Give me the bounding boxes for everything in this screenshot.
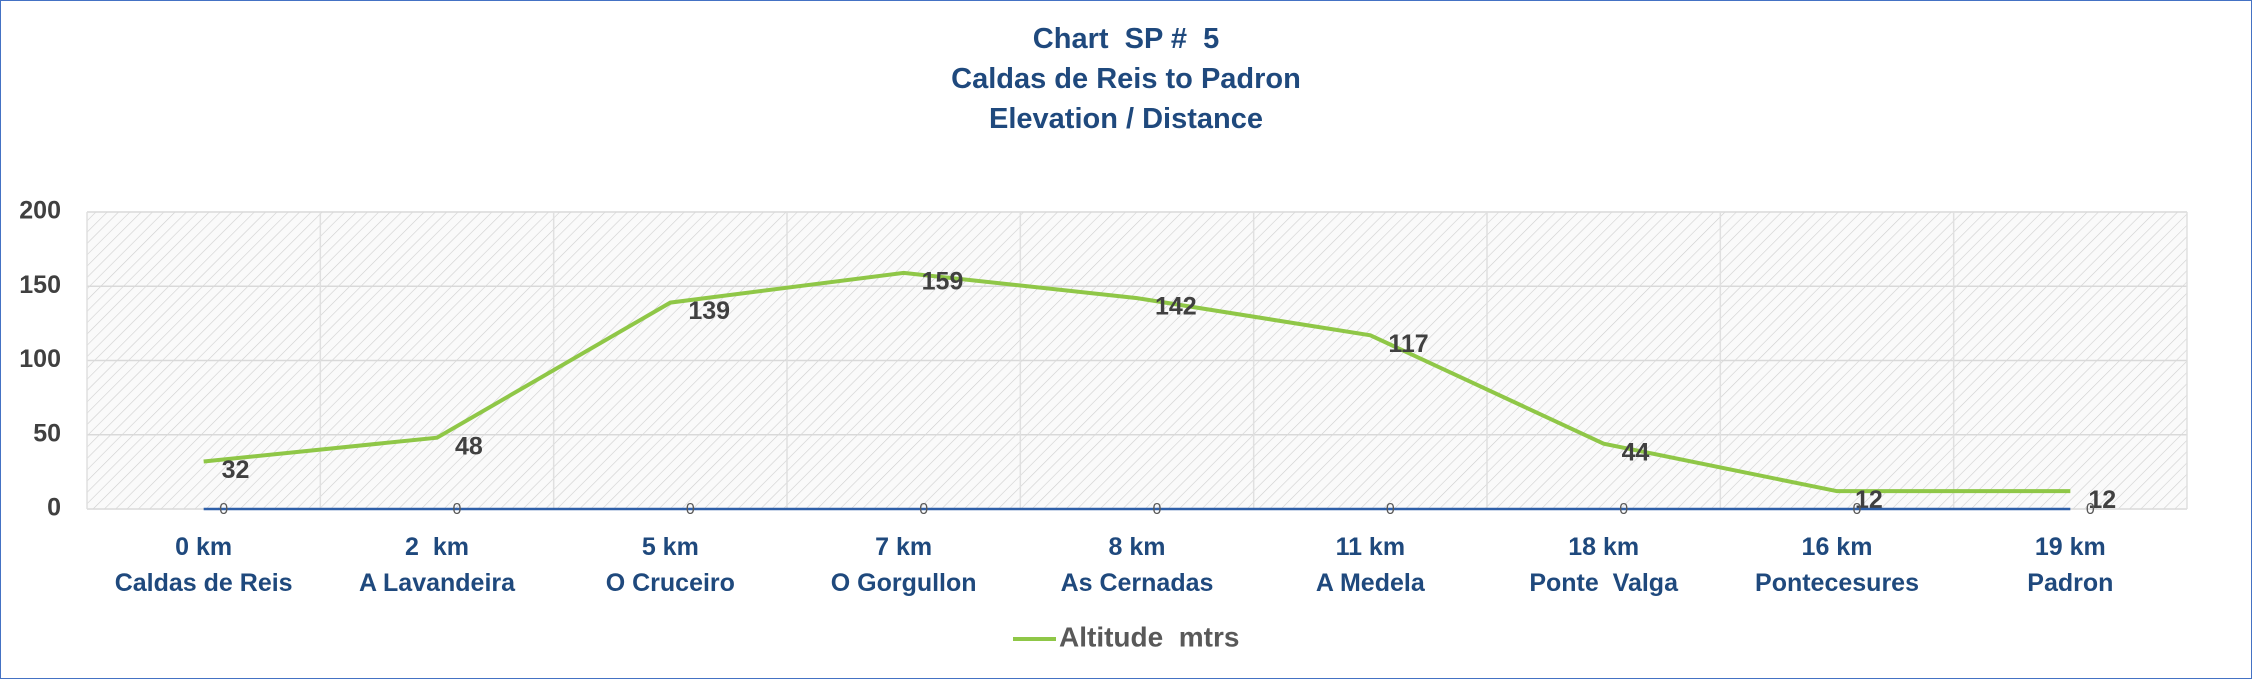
data-label: 0 xyxy=(453,501,462,518)
data-label: 0 xyxy=(919,501,928,518)
data-label: 159 xyxy=(922,267,964,295)
data-label: 0 xyxy=(1386,501,1395,518)
data-label: 0 xyxy=(2086,501,2095,518)
data-label: 48 xyxy=(455,432,483,460)
data-label: 117 xyxy=(1388,330,1428,358)
x-tick-label: 5 km O Cruceiro xyxy=(605,533,735,597)
data-label: 139 xyxy=(688,297,730,325)
x-tick-label: 7 km O Gorgullon xyxy=(830,533,977,597)
y-tick-label: 200 xyxy=(19,197,61,225)
data-label: 142 xyxy=(1155,293,1197,321)
y-tick-label: 0 xyxy=(47,494,61,522)
x-tick-label: 11 km A Medela xyxy=(1315,533,1425,597)
legend-label: Altitude mtrs xyxy=(1059,621,1239,652)
y-tick-label: 50 xyxy=(33,419,61,447)
data-line xyxy=(203,270,2071,494)
data-label: 12 xyxy=(2088,486,2116,514)
y-tick-label: 100 xyxy=(19,345,61,373)
x-tick-label: 8 km As Cernadas xyxy=(1060,533,1214,597)
x-tick-label: 2 km A Lavandeira xyxy=(358,533,516,597)
data-label: 44 xyxy=(1622,438,1650,466)
data-label: 0 xyxy=(1619,501,1628,518)
x-tick-label: 16 km Pontecesures xyxy=(1755,533,1919,597)
y-tick-label: 150 xyxy=(19,271,61,299)
x-tick-label: 18 km Ponte Valga xyxy=(1529,533,1678,597)
chart-title: Chart SP # 5 Caldas de Reis to Padron El… xyxy=(951,23,1301,135)
data-label: 0 xyxy=(1853,501,1862,518)
data-label: 0 xyxy=(1153,501,1162,518)
data-label: 32 xyxy=(222,456,250,484)
data-label: 0 xyxy=(686,501,695,518)
x-tick-label: 19 km Padron xyxy=(2027,533,2114,597)
data-label: 0 xyxy=(219,501,228,518)
x-tick-label: 0 km Caldas de Reis xyxy=(114,533,293,597)
